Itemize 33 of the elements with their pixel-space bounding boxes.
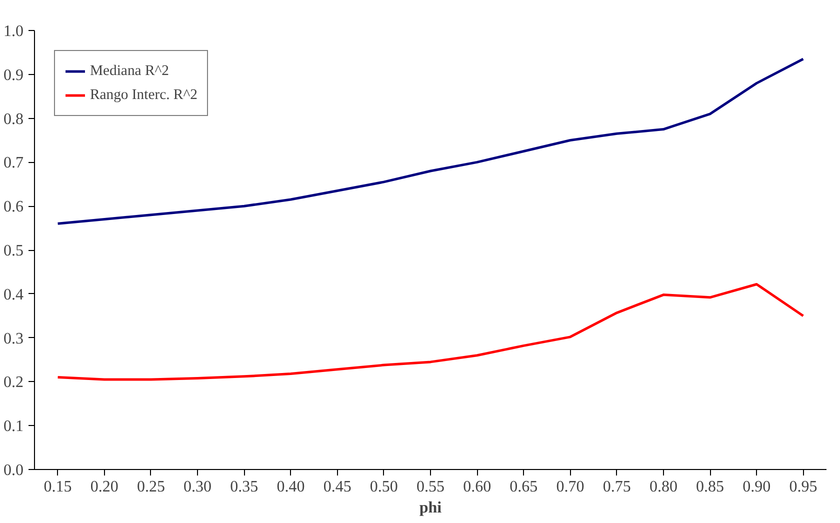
y-tick-label: 0.2: [4, 374, 24, 392]
line-series: [56, 282, 804, 381]
x-tick-label: 0.50: [370, 478, 398, 496]
y-tick-label: 0.0: [4, 462, 24, 479]
x-tick-label: 0.15: [44, 478, 72, 496]
line-series: [56, 58, 804, 225]
x-tick-label: 0.80: [649, 478, 678, 496]
x-axis-title: phi: [419, 500, 442, 516]
x-tick-label: 0.40: [276, 478, 305, 496]
y-tick-label: 0.5: [4, 242, 24, 260]
x-tick-label: 0.45: [323, 478, 352, 496]
x-tick-label: 0.60: [463, 478, 492, 496]
x-tick-label: 0.35: [230, 478, 258, 496]
x-tick-label: 0.90: [742, 478, 771, 496]
x-tick-label: 0.55: [416, 478, 444, 496]
x-tick-label: 0.85: [696, 478, 724, 496]
x-tick-label: 0.25: [136, 478, 165, 496]
y-tick-label: 0.3: [4, 330, 24, 348]
y-tick-label: 0.1: [4, 418, 24, 436]
y-tick-label: 0.8: [4, 110, 24, 128]
x-tick-label: 0.75: [602, 478, 631, 496]
y-tick-label: 0.7: [4, 154, 24, 172]
x-tick-label: 0.30: [184, 478, 212, 496]
y-tick-label: 0.9: [4, 66, 24, 84]
x-tick-label: 0.70: [556, 478, 584, 496]
x-tick-label: 0.20: [90, 478, 118, 496]
x-tick-label: 0.65: [510, 478, 538, 496]
legend-label: Mediana R^2: [90, 62, 169, 80]
y-tick-label: 0.6: [4, 198, 24, 216]
y-tick-label: 0.4: [4, 286, 24, 304]
x-tick-label: 0.95: [789, 478, 818, 496]
legend-label: Rango Interc. R^2: [90, 86, 198, 104]
y-tick-label: 1.0: [4, 23, 24, 40]
